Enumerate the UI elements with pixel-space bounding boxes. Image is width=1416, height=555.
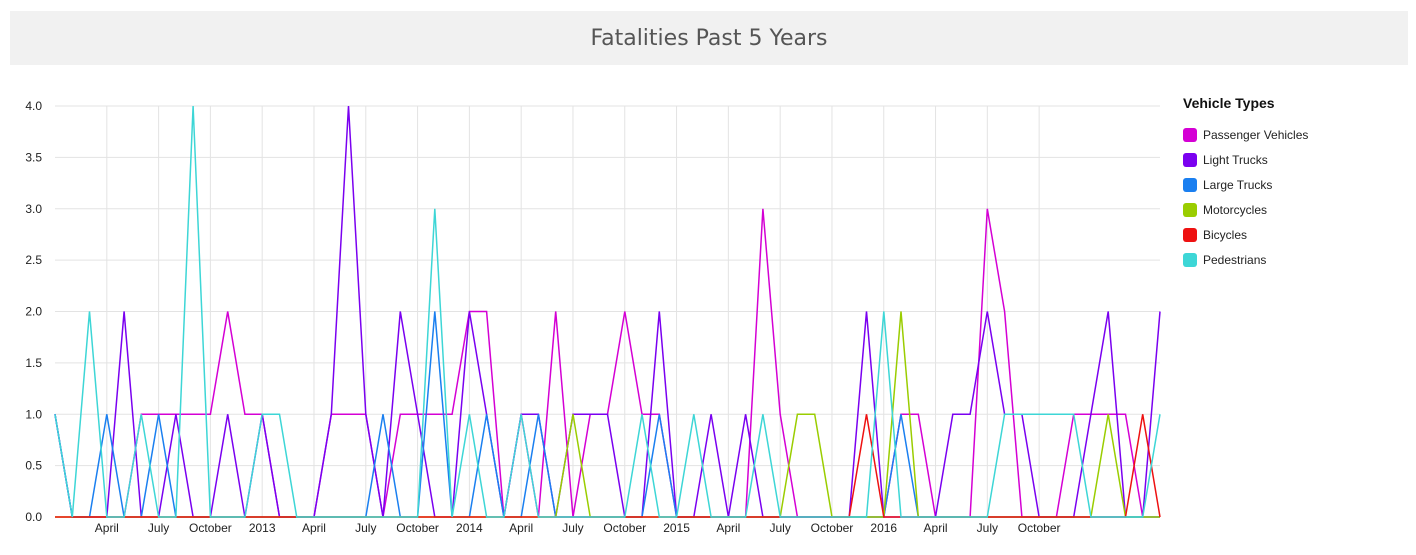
series-lines (54, 105, 1161, 518)
series-line-pedestrians (54, 105, 1161, 518)
legend-swatch (1183, 152, 1197, 167)
legend-item-large-trucks[interactable]: Large Trucks (1183, 172, 1408, 197)
chart-title: Fatalities Past 5 Years (590, 25, 828, 51)
legend-item-bicycles[interactable]: Bicycles (1183, 222, 1408, 247)
x-tick-label: 2014 (456, 521, 483, 535)
legend-title: Vehicle Types (1183, 95, 1275, 111)
y-tick-label: 0.5 (25, 459, 42, 473)
x-tick-label: October (1018, 521, 1061, 535)
y-tick-label: 1.0 (25, 407, 42, 421)
x-tick-label: July (355, 521, 376, 535)
x-tick-label: 2015 (663, 521, 690, 535)
y-tick-label: 0.0 (25, 510, 42, 524)
x-tick-label: April (302, 521, 326, 535)
chart-title-bar: Fatalities Past 5 Years (10, 11, 1408, 65)
x-tick-label: April (924, 521, 948, 535)
legend-swatch (1183, 177, 1197, 192)
legend-swatch (1183, 127, 1197, 142)
y-tick-label: 2.0 (25, 305, 42, 319)
legend-item-passenger-vehicles[interactable]: Passenger Vehicles (1183, 122, 1408, 147)
line-chart: 0.0 0.5 1.0 1.5 2.0 2.5 3.0 3.5 4.0 April July Oct… (25, 99, 1161, 535)
x-tick-label: July (148, 521, 169, 535)
legend-swatch (1183, 202, 1197, 217)
y-tick-label: 3.0 (25, 202, 42, 216)
legend: Vehicle Types Passenger Vehicles Light Tr… (1183, 94, 1408, 272)
x-tick-label: July (769, 521, 790, 535)
legend-label: Large Trucks (1203, 177, 1273, 192)
x-tick-label: 2016 (870, 521, 897, 535)
y-axis-labels: 0.0 0.5 1.0 1.5 2.0 2.5 3.0 3.5 4.0 (25, 99, 42, 524)
y-tick-label: 3.5 (25, 150, 42, 164)
legend-item-pedestrians[interactable]: Pedestrians (1183, 247, 1408, 272)
x-tick-label: July (562, 521, 583, 535)
legend-swatch (1183, 227, 1197, 242)
x-tick-label: October (811, 521, 854, 535)
y-tick-label: 2.5 (25, 253, 42, 267)
legend-label: Bicycles (1203, 227, 1248, 242)
legend-item-motorcycles[interactable]: Motorcycles (1183, 197, 1408, 222)
series-line-light-trucks (54, 105, 1161, 518)
legend-label: Motorcycles (1203, 202, 1268, 217)
x-tick-label: October (603, 521, 646, 535)
y-tick-label: 1.5 (25, 356, 42, 370)
legend-item-light-trucks[interactable]: Light Trucks (1183, 147, 1408, 172)
x-tick-label: 2013 (249, 521, 276, 535)
x-tick-label: April (95, 521, 119, 535)
x-tick-label: April (716, 521, 740, 535)
legend-label: Passenger Vehicles (1203, 127, 1309, 142)
x-tick-label: October (396, 521, 439, 535)
x-tick-label: April (509, 521, 533, 535)
x-axis-labels: April July October 2013 April July October 2014… (95, 521, 1061, 535)
x-tick-label: July (977, 521, 998, 535)
y-tick-label: 4.0 (25, 99, 42, 113)
x-tick-label: October (189, 521, 232, 535)
legend-items: Passenger Vehicles Light Trucks Large Truc… (1183, 122, 1408, 272)
legend-swatch (1183, 252, 1197, 267)
legend-label: Pedestrians (1203, 252, 1267, 267)
legend-label: Light Trucks (1203, 152, 1268, 167)
